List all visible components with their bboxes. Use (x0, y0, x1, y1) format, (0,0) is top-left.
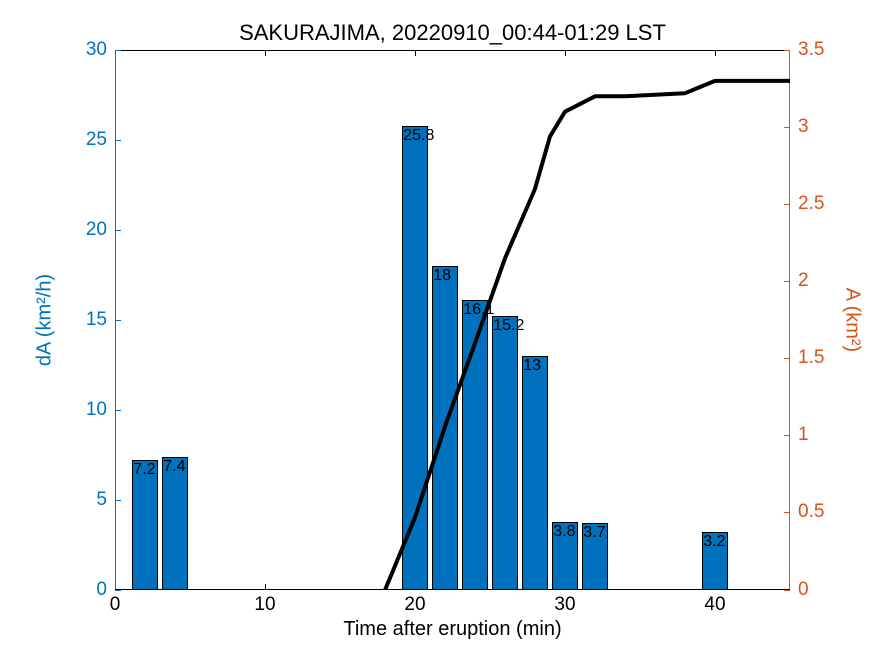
yleft-axis-label: dA (km²/h) (34, 274, 57, 366)
plot-box-edge (115, 50, 790, 51)
yright-tick-label: 3.5 (798, 39, 824, 61)
yleft-tick-label: 30 (86, 39, 107, 61)
x-tick-top (265, 50, 266, 56)
yleft-tick-label: 20 (86, 219, 107, 241)
yleft-tick-label: 0 (96, 579, 107, 601)
bar: 3.7 (582, 523, 608, 590)
chart-figure: SAKURAJIMA, 20220910_00:44-01:29 LST0102… (0, 0, 875, 656)
bar: 3.8 (552, 522, 578, 590)
bar: 13 (522, 356, 548, 590)
x-tick-label: 30 (535, 594, 595, 616)
bar: 15.2 (492, 316, 518, 590)
yleft-spine (115, 50, 116, 590)
yleft-tick-label: 15 (86, 309, 107, 331)
chart-title: SAKURAJIMA, 20220910_00:44-01:29 LST (115, 20, 790, 46)
x-tick-label: 0 (85, 594, 145, 616)
x-tick-top (715, 50, 716, 56)
bar: 16.1 (462, 300, 488, 590)
x-tick-top (565, 50, 566, 56)
yright-axis-label: A (km²) (841, 288, 864, 352)
bar: 25.8 (402, 126, 428, 590)
x-tick-label: 20 (385, 594, 445, 616)
bar: 18 (432, 266, 458, 590)
bar: 7.2 (132, 460, 158, 590)
yright-spine (789, 50, 790, 590)
yright-tick-label: 3 (798, 116, 809, 138)
yright-tick-label: 0 (798, 579, 809, 601)
yleft-tick-label: 5 (96, 489, 107, 511)
yleft-tick-label: 25 (86, 129, 107, 151)
x-tick-label: 10 (235, 594, 295, 616)
x-tick-top (415, 50, 416, 56)
bar: 7.4 (162, 457, 188, 590)
x-axis-label: Time after eruption (min) (115, 618, 790, 641)
yright-tick-label: 0.5 (798, 501, 824, 523)
x-axis-baseline (115, 589, 790, 590)
yright-tick-label: 2 (798, 270, 809, 292)
yright-tick-label: 1 (798, 424, 809, 446)
yright-tick-label: 1.5 (798, 347, 824, 369)
x-tick-label: 40 (685, 594, 745, 616)
bar: 3.2 (702, 532, 728, 590)
yright-tick-label: 2.5 (798, 193, 824, 215)
yleft-tick-label: 10 (86, 399, 107, 421)
